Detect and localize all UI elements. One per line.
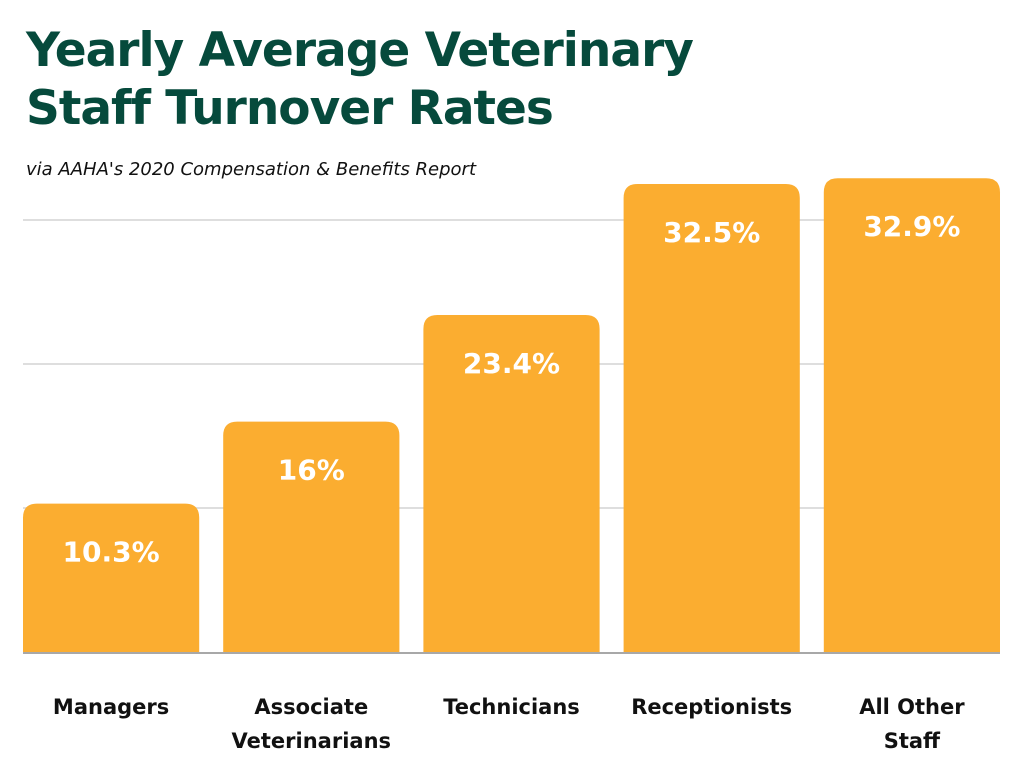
category-label-line: Veterinarians <box>232 729 391 753</box>
category-label: Technicians <box>443 695 580 719</box>
bars <box>23 178 1000 653</box>
category-label-line: Staff <box>884 729 941 753</box>
data-label: 32.9% <box>863 210 960 243</box>
data-label: 23.4% <box>463 347 560 380</box>
category-label-line: Technicians <box>443 695 580 719</box>
bar <box>623 184 800 652</box>
data-label: 32.5% <box>663 216 760 249</box>
bar <box>423 315 600 652</box>
category-label-line: Receptionists <box>631 695 792 719</box>
bar <box>823 178 1000 653</box>
category-labels: Managers Associate Veterinarians Technician… <box>53 695 965 753</box>
category-label-line: Associate <box>254 695 368 719</box>
category-label: All Other Staff <box>859 695 965 753</box>
category-label: Associate Veterinarians <box>232 695 391 753</box>
chart-subtitle: via AAHA's 2020 Compensation & Benefits … <box>26 159 477 180</box>
data-label: 16% <box>278 454 345 487</box>
category-label-line: All Other <box>859 695 965 719</box>
category-label: Managers <box>53 695 169 719</box>
bar <box>23 503 200 652</box>
bar <box>223 421 400 652</box>
category-label-line: Managers <box>53 695 169 719</box>
data-label: 10.3% <box>63 536 160 569</box>
category-label: Receptionists <box>631 695 792 719</box>
chart-title: Yearly Average Veterinary Staff Turnover… <box>26 23 694 136</box>
data-labels: 10.3% 16% 23.4% 32.5% 32.9% <box>63 210 961 568</box>
